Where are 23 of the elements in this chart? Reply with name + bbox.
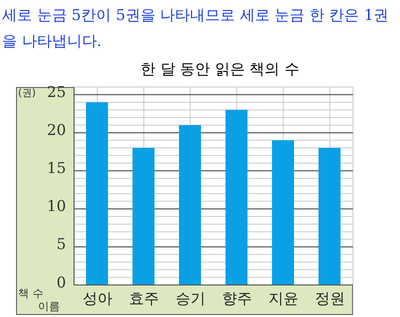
text: 세로 눈금 5칸이 5권을 나타내므로 세로 눈금 한 칸은 1권을 나타냅니다. xyxy=(2,5,390,52)
y-tick-label: 5 xyxy=(56,235,66,254)
bar xyxy=(318,148,340,285)
x-tick-label: 지윤 xyxy=(268,290,298,308)
bar xyxy=(179,125,201,285)
chart-title: 한 달 동안 읽은 책의 수 xyxy=(140,60,300,79)
y-tick-label: 20 xyxy=(46,121,66,140)
y-tick-label: 10 xyxy=(46,197,66,216)
x-tick-label: 승기 xyxy=(175,290,206,308)
x-tick-label: 성아 xyxy=(82,290,112,308)
bar xyxy=(86,102,108,285)
bar xyxy=(226,110,248,285)
x-axis-title: 이름 xyxy=(38,299,60,314)
x-tick-label: 향주 xyxy=(222,290,252,308)
x-tick-label: 효주 xyxy=(128,290,159,308)
y-tick-label: 25 xyxy=(46,82,66,101)
y-tick-label: 15 xyxy=(46,159,66,178)
y-tick-label: 0 xyxy=(56,273,66,292)
x-tick-label: 정원 xyxy=(314,290,345,308)
bar xyxy=(272,140,294,285)
text: (권) xyxy=(18,86,36,100)
bar xyxy=(132,148,154,285)
y-axis-title: 책 수 xyxy=(18,286,44,301)
